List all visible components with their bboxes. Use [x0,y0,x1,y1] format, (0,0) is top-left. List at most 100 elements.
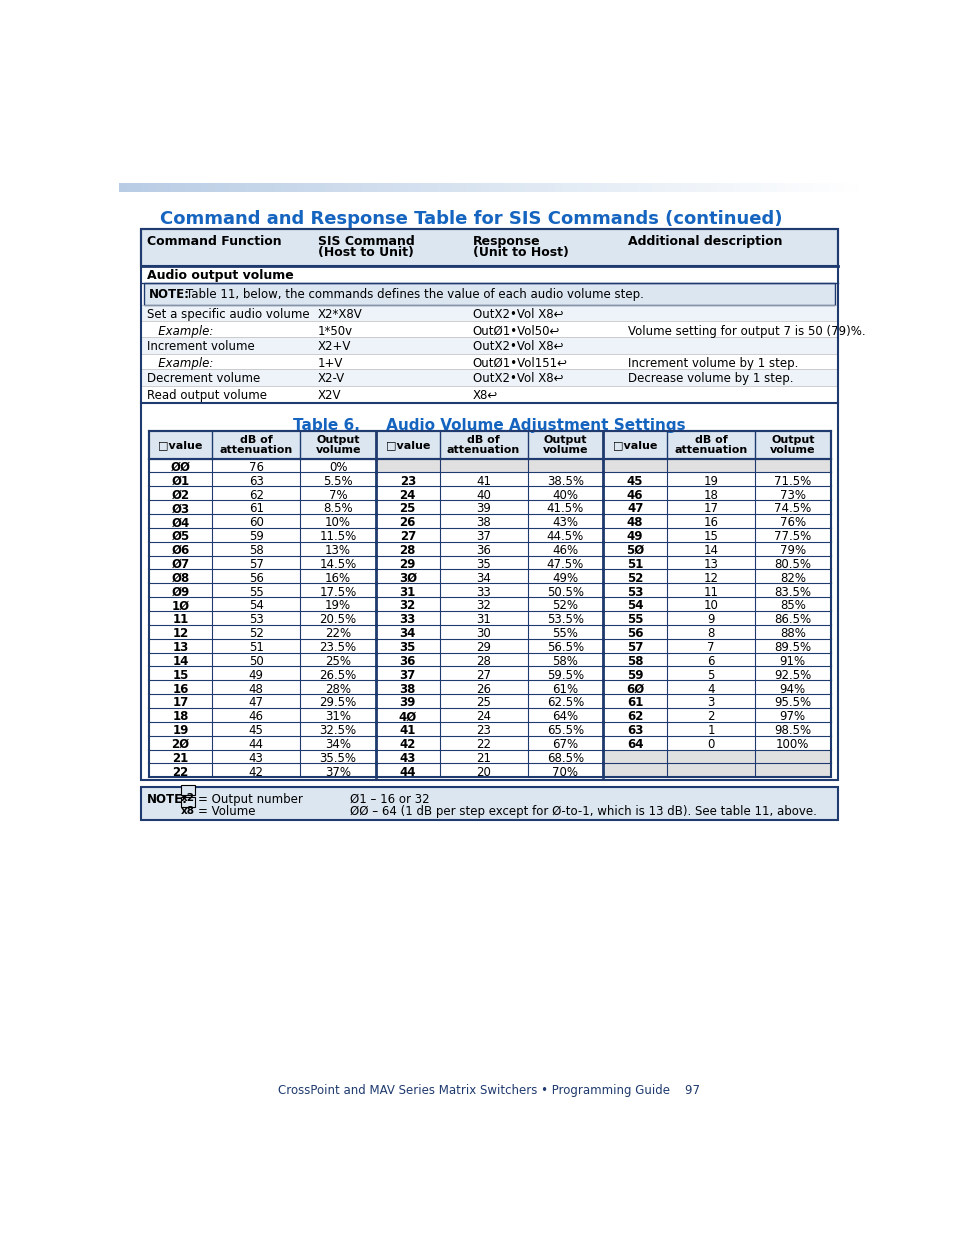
Bar [186,183,193,193]
Bar [828,183,836,193]
Text: 38.5%: 38.5% [546,474,583,488]
Text: 35: 35 [399,641,416,655]
Text: 55%: 55% [552,627,578,640]
Bar [245,183,252,193]
Bar [651,183,659,193]
Text: Ø4: Ø4 [172,516,190,530]
Text: 46%: 46% [552,543,578,557]
Bar [141,321,838,337]
Bar [318,183,326,193]
Bar [533,183,540,193]
Bar [740,183,747,193]
Text: 45: 45 [249,724,263,737]
Bar [259,183,267,193]
Bar [695,183,702,193]
Text: 22: 22 [172,766,189,779]
Text: 2: 2 [706,710,714,724]
Text: 80.5%: 80.5% [774,558,810,571]
Text: 79%: 79% [779,543,805,557]
Bar [452,183,459,193]
Text: 77.5%: 77.5% [774,530,811,543]
Text: 33: 33 [476,585,491,599]
Text: 17.5%: 17.5% [319,585,356,599]
Text: 37%: 37% [325,766,351,779]
Text: 60: 60 [249,516,263,530]
Bar [149,431,830,458]
Text: 63: 63 [626,724,642,737]
Text: X2*X8V: X2*X8V [317,308,362,321]
Text: 65.5%: 65.5% [546,724,583,737]
Text: 2Ø: 2Ø [172,739,190,751]
Text: CrossPoint and MAV Series Matrix Switchers • Programming Guide    97: CrossPoint and MAV Series Matrix Switche… [277,1084,700,1097]
Text: 42: 42 [249,766,263,779]
Text: 58%: 58% [552,655,578,668]
Text: (Host to Unit): (Host to Unit) [317,246,413,259]
Bar [747,183,755,193]
Text: 34: 34 [476,572,491,584]
Text: 48: 48 [626,516,642,530]
Bar [659,183,665,193]
Text: 53: 53 [249,614,263,626]
Text: NOTE:: NOTE: [147,793,188,805]
Bar [761,183,769,193]
Bar [400,183,407,193]
Text: 58: 58 [249,543,263,557]
Text: X8↩: X8↩ [472,389,497,403]
Text: Example:: Example: [147,357,213,369]
Text: 22: 22 [476,739,491,751]
Bar [334,183,341,193]
Text: 35.5%: 35.5% [319,752,356,764]
Text: 62.5%: 62.5% [546,697,583,709]
Text: 17: 17 [702,503,718,515]
Text: 49: 49 [249,668,263,682]
Text: 32: 32 [399,599,416,613]
Text: = Output number: = Output number [198,793,303,805]
Bar [282,183,289,193]
Bar [555,183,562,193]
Bar [503,183,511,193]
Bar [141,228,838,266]
Text: 23: 23 [476,724,491,737]
Bar [637,183,643,193]
Text: 13: 13 [702,558,718,571]
Text: 29.5%: 29.5% [319,697,356,709]
Text: 28: 28 [476,655,491,668]
Bar [429,183,436,193]
Text: 61: 61 [626,697,642,709]
Text: dB of: dB of [239,435,273,445]
Text: Table 6.     Audio Volume Adjustment Settings: Table 6. Audio Volume Adjustment Setting… [293,419,684,433]
Text: Increment volume by 1 step.: Increment volume by 1 step. [627,357,798,369]
Text: 94%: 94% [779,683,805,695]
Bar [181,785,195,795]
Text: 32.5%: 32.5% [319,724,356,737]
Bar [511,183,518,193]
Text: 44.5%: 44.5% [546,530,583,543]
Text: 16: 16 [702,516,718,530]
Text: 41: 41 [476,474,491,488]
Text: 20.5%: 20.5% [319,614,356,626]
Bar [133,183,141,193]
Bar [141,787,838,820]
Text: 34: 34 [399,627,416,640]
Bar [459,183,466,193]
Bar [525,183,533,193]
Bar [614,183,621,193]
Text: 8.5%: 8.5% [323,503,353,515]
Bar [230,183,237,193]
Bar [836,183,842,193]
Bar [208,183,215,193]
Text: Output: Output [770,435,814,445]
Text: 7: 7 [706,641,714,655]
Text: OutX2•Vol X8↩: OutX2•Vol X8↩ [472,340,562,353]
Text: Ø1: Ø1 [172,474,190,488]
Text: 20: 20 [476,766,491,779]
Text: Ø5: Ø5 [172,530,190,543]
Text: 62: 62 [249,489,263,501]
Bar [680,183,688,193]
Text: 12: 12 [702,572,718,584]
Text: Output: Output [543,435,587,445]
Bar [193,183,200,193]
Text: OutX2•Vol X8↩: OutX2•Vol X8↩ [472,308,562,321]
Bar [156,183,163,193]
Text: 85%: 85% [779,599,805,613]
